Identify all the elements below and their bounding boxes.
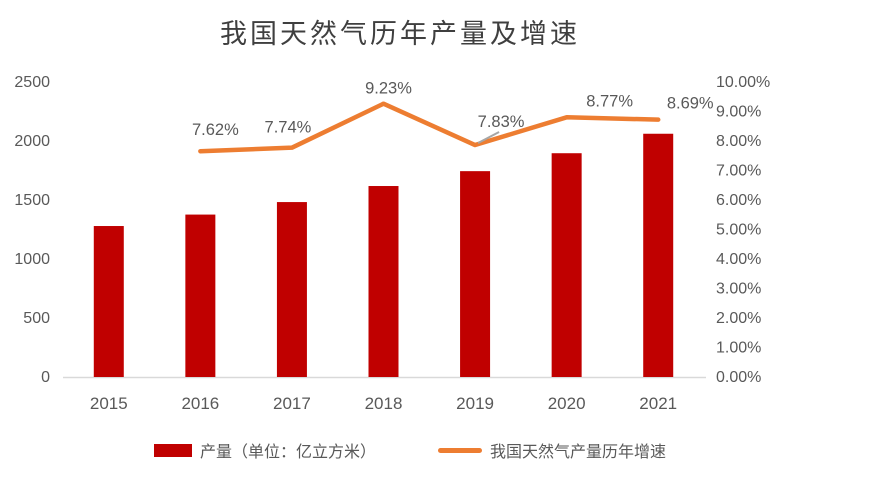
growth-rate-line [198, 101, 661, 154]
line-data-label-2018: 9.23% [365, 80, 412, 98]
bar-2015 [93, 226, 124, 377]
right-axis-tick-label: 6.00% [716, 192, 761, 209]
left-axis-tick-label: 1500 [14, 192, 50, 209]
right-axis-tick-label: 10.00% [716, 74, 770, 91]
bar-2021 [643, 133, 674, 377]
bar-2020 [551, 153, 582, 377]
line-series-swatch-icon [438, 447, 482, 453]
right-axis-tick-label: 5.00% [716, 222, 761, 239]
legend-label-production: 产量（单位：亿立方米） [199, 444, 376, 461]
x-axis-label-2021: 2021 [639, 394, 677, 413]
left-axis-tick-label: 2000 [14, 133, 50, 150]
right-axis-tick-label: 1.00% [716, 340, 761, 357]
chart-title: 我国天然气历年产量及增速 [220, 19, 580, 50]
x-axis-label-2020: 2020 [548, 394, 586, 413]
line-data-label-2020: 8.77% [586, 92, 633, 110]
line-data-label-2017: 7.74% [265, 119, 312, 137]
bar-2017 [276, 202, 307, 377]
x-axis-label-2018: 2018 [365, 394, 403, 413]
left-axis-tick-label: 1000 [14, 251, 50, 268]
bar-2019 [460, 171, 491, 377]
left-axis-tick-label: 0 [41, 369, 50, 386]
bar-2018 [368, 186, 399, 377]
legend-item-production: 产量（单位：亿立方米） [153, 438, 376, 462]
left-axis-tick-label: 500 [23, 310, 50, 327]
x-axis-label-2019: 2019 [456, 394, 494, 413]
x-axis-label-2015: 2015 [90, 394, 128, 413]
line-data-label-2021: 8.69% [667, 95, 714, 113]
right-axis-tick-label: 8.00% [716, 133, 761, 150]
legend-item-growth-rate: 我国天然气产量历年增速 [438, 438, 666, 462]
right-axis-tick-label: 7.00% [716, 163, 761, 180]
label-leader-line [477, 131, 500, 144]
legend: 产量（单位：亿立方米） 我国天然气产量历年增速 [0, 438, 820, 462]
right-axis-tick-label: 9.00% [716, 104, 761, 121]
right-axis-tick-label: 0.00% [716, 369, 761, 386]
right-axis-tick-label: 2.00% [716, 310, 761, 327]
left-axis-tick-label: 2500 [14, 74, 50, 91]
right-axis-tick-label: 4.00% [716, 251, 761, 268]
bar-2016 [185, 214, 216, 377]
x-axis-label-2017: 2017 [273, 394, 311, 413]
bar-series-swatch-icon [153, 443, 192, 457]
x-axis-label-2016: 2016 [181, 394, 219, 413]
line-data-label-2019: 7.83% [478, 113, 525, 131]
line-data-label-2016: 7.62% [192, 121, 239, 139]
right-axis-tick-label: 3.00% [716, 281, 761, 298]
legend-label-growth-rate: 我国天然气产量历年增速 [490, 444, 667, 461]
